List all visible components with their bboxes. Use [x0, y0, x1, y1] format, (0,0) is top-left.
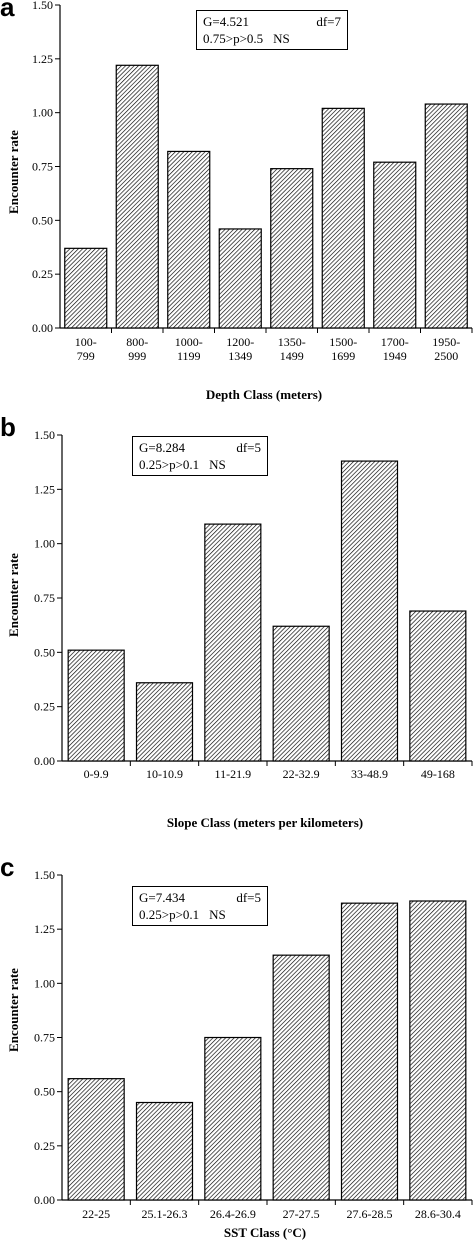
y-axis-label-a: Encounter rate: [6, 130, 21, 214]
stats-box-c: G=7.434 df=5 0.25>p>0.1 NS: [132, 886, 268, 926]
df-b: df=5: [236, 440, 261, 455]
significance-a: NS: [273, 31, 290, 46]
chart-svg-a: 0.00 0.25 0.50 0.75 1.00 1.25 1.50 100-799 800-9…: [32, 0, 473, 363]
panel-letter-a: a: [0, 0, 15, 22]
bar: [409, 610, 467, 762]
x-axis-label-a: Depth Class (meters): [205, 387, 323, 402]
g-statistic-c: G=7.434: [139, 890, 185, 905]
y-tick-label: 0.00: [34, 1193, 55, 1207]
y-tick-label: 1.00: [34, 537, 55, 551]
y-tick-label: 1.25: [34, 482, 55, 496]
y-tick-label: 1.50: [34, 428, 55, 442]
x-axis-label-c: SST Class (°C): [223, 1225, 307, 1240]
bar: [67, 649, 125, 762]
p-value-b: 0.25>p>0.1: [139, 457, 200, 472]
g-statistic-a: G=4.521: [203, 14, 249, 29]
bar: [135, 1101, 194, 1201]
bar: [340, 460, 399, 762]
x-tick-label: 0-9.9: [84, 767, 109, 781]
y-tick-label: 0.25: [32, 267, 53, 281]
y-tick-label: 1.25: [32, 52, 53, 66]
x-tick-label: 1950-: [432, 335, 460, 349]
stats-box-a: G=4.521 df=7 0.75>p>0.5 NS: [196, 10, 348, 50]
y-tick-label: 0.00: [34, 754, 55, 768]
y-tick-label: 1.50: [32, 0, 53, 12]
x-tick-label: 28.6-30.4: [415, 1207, 461, 1221]
x-tick-label: 22-32.9: [283, 767, 320, 781]
x-tick-label: 100-: [75, 335, 97, 349]
y-tick-label: 1.00: [32, 106, 53, 120]
y-tick-label: 0.75: [32, 160, 53, 174]
x-tick-label: 10-10.9: [146, 767, 183, 781]
y-tick-label: 0.75: [34, 591, 55, 605]
x-tick-label: 2500: [434, 349, 458, 363]
bar: [424, 103, 468, 329]
bar: [373, 161, 417, 329]
y-axis-label-b: Encounter rate: [6, 553, 21, 637]
y-tick-label: 1.50: [34, 868, 55, 882]
p-value-c: 0.25>p>0.1: [139, 907, 200, 922]
panel-letter-c: c: [0, 852, 15, 882]
y-tick-label: 0.75: [34, 1031, 55, 1045]
y-tick-label: 0.00: [32, 321, 53, 335]
y-axis-label-c: Encounter rate: [6, 968, 21, 1052]
x-tick-label: 1700-: [381, 335, 409, 349]
panel-letter-b: b: [0, 412, 16, 442]
x-tick-label: 25.1-26.3: [142, 1207, 188, 1221]
x-tick-label: 27.6-28.5: [347, 1207, 393, 1221]
bar: [64, 247, 108, 329]
x-tick-label: 1499: [280, 349, 304, 363]
x-tick-label: 33-48.9: [351, 767, 388, 781]
chart-svg-c: 0.00 0.25 0.50 0.75 1.00 1.25 1.50 22-25 25.1-26…: [34, 868, 473, 1221]
x-tick-label: 22-25: [82, 1207, 110, 1221]
chart-panel-a: a 0.00 0.25 0.50 0.75 1.00 1.25 1.50 100- 799 800…: [0, 0, 474, 410]
x-tick-label: 27-27.5: [283, 1207, 320, 1221]
x-tick-label: 1699: [331, 349, 355, 363]
g-statistic-b: G=8.284: [139, 440, 185, 455]
bar: [218, 228, 262, 329]
df-c: df=5: [236, 890, 261, 905]
x-tick-label: 11-21.9: [215, 767, 252, 781]
significance-b: NS: [209, 457, 226, 472]
x-tick-label: 1949: [383, 349, 407, 363]
x-tick-label: 26.4-26.9: [210, 1207, 256, 1221]
df-a: df=7: [316, 14, 341, 29]
bar: [67, 1078, 125, 1201]
y-tick-label: 0.50: [34, 1085, 55, 1099]
significance-c: NS: [209, 907, 226, 922]
chart-svg-b: 0.00 0.25 0.50 0.75 1.00 1.25 1.50 0-9.9 10-10.9…: [34, 428, 473, 781]
x-tick-label: 999: [128, 349, 146, 363]
chart-panel-b: b 0.00 0.25 0.50 0.75 1.00 1.25 1.50 0-9.9 10-10…: [0, 414, 474, 835]
p-value-a: 0.75>p>0.5: [203, 31, 264, 46]
bar: [204, 1036, 262, 1201]
bar: [270, 168, 314, 329]
x-tick-label: 1000-: [175, 335, 203, 349]
bar: [409, 900, 467, 1201]
x-tick-label: 1200-: [226, 335, 254, 349]
bar: [272, 625, 330, 762]
x-tick-label: 800-: [126, 335, 148, 349]
bar: [167, 150, 211, 329]
chart-panel-c: c 0.00 0.25 0.50 0.75 1.00 1.25 1.50 22-25 25.1-…: [0, 854, 474, 1250]
bar: [340, 902, 399, 1201]
bar: [272, 954, 330, 1201]
stats-box-b: G=8.284 df=5 0.25>p>0.1 NS: [132, 436, 268, 476]
y-tick-label: 0.50: [34, 645, 55, 659]
x-tick-label: 49-168: [421, 767, 455, 781]
x-tick-label: 1199: [177, 349, 201, 363]
bar: [204, 523, 262, 762]
bar: [321, 107, 365, 329]
x-tick-label: 1500-: [329, 335, 357, 349]
y-tick-label: 0.50: [32, 213, 53, 227]
x-tick-label: 799: [77, 349, 95, 363]
bar: [135, 682, 194, 762]
y-tick-label: 0.25: [34, 700, 55, 714]
x-tick-label: 1350-: [278, 335, 306, 349]
x-axis-label-b: Slope Class (meters per kilometers): [166, 815, 364, 830]
y-tick-label: 1.00: [34, 976, 55, 990]
x-tick-label: 1349: [228, 349, 252, 363]
y-tick-label: 0.25: [34, 1139, 55, 1153]
bar: [115, 64, 159, 329]
y-tick-label: 1.25: [34, 922, 55, 936]
